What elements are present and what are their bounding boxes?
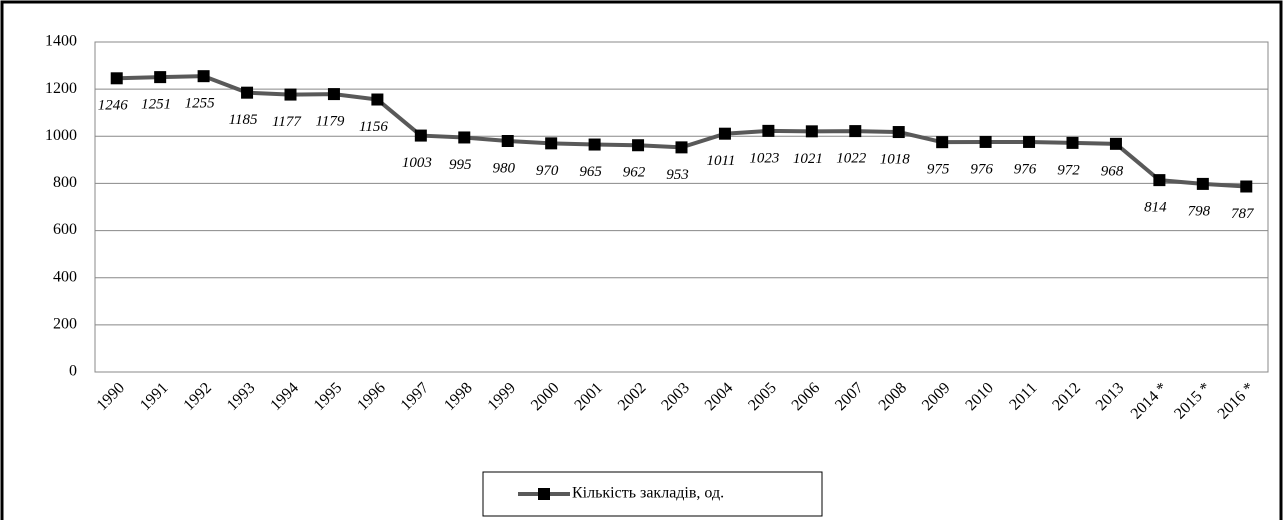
marker: [979, 135, 992, 148]
data-label: 1018: [880, 151, 911, 167]
y-tick-label: 1000: [45, 127, 77, 144]
x-tick-label: 2013: [1093, 379, 1128, 414]
x-tick-label: 1994: [267, 379, 302, 414]
y-tick-label: 1400: [45, 33, 77, 50]
x-tick-label: 1995: [311, 379, 346, 414]
data-label: 1251: [141, 97, 171, 113]
x-tick-label: 2014 *: [1128, 379, 1171, 422]
data-label: 787: [1231, 206, 1255, 222]
x-tick-label: 2015 *: [1171, 379, 1214, 422]
marker: [371, 93, 384, 106]
x-tick-label: 2011: [1006, 379, 1040, 413]
marker: [1109, 137, 1122, 150]
data-label: 968: [1101, 163, 1124, 179]
data-label: 965: [579, 164, 602, 180]
x-tick-label: 2016 *: [1215, 379, 1258, 422]
x-tick-label: 1997: [398, 379, 433, 414]
data-label: 980: [492, 160, 515, 176]
data-label: 1023: [749, 150, 779, 166]
x-tick-label: 2001: [571, 379, 606, 414]
data-label: 1255: [185, 96, 216, 112]
marker: [588, 138, 601, 151]
x-tick-label: 2007: [832, 379, 867, 414]
y-tick-label: 200: [53, 316, 77, 333]
marker: [849, 125, 862, 138]
x-tick-label: 2009: [919, 379, 954, 414]
marker: [1196, 177, 1209, 190]
x-tick-label: 1992: [180, 379, 215, 414]
x-tick-label: 2012: [1049, 379, 1084, 414]
data-label: 1021: [793, 151, 823, 167]
x-tick-label: 1996: [354, 379, 389, 414]
marker: [762, 124, 775, 137]
legend-marker: [538, 488, 550, 500]
marker: [197, 70, 210, 83]
marker: [154, 71, 167, 84]
x-tick-label: 2006: [789, 379, 824, 414]
data-label: 1011: [706, 153, 735, 169]
data-label: 814: [1144, 200, 1167, 216]
x-tick-label: 2005: [745, 379, 780, 414]
marker: [458, 131, 471, 144]
data-label: 798: [1188, 203, 1211, 219]
plot-area: [94, 41, 1269, 373]
marker: [1153, 174, 1166, 187]
y-tick-label: 1200: [45, 80, 77, 97]
x-tick-label: 2002: [615, 379, 650, 414]
data-label: 962: [623, 165, 646, 181]
marker: [632, 139, 645, 152]
data-label: 1022: [836, 151, 867, 167]
x-tick-label: 1999: [484, 379, 519, 414]
data-label: 1177: [272, 114, 302, 130]
x-tick-label: 2010: [962, 379, 997, 414]
data-label: 972: [1057, 162, 1080, 178]
data-label: 970: [536, 163, 559, 179]
y-tick-label: 400: [53, 268, 77, 285]
x-tick-label: 2008: [875, 379, 910, 414]
data-label: 1179: [315, 114, 344, 130]
marker: [675, 141, 688, 154]
marker: [805, 125, 818, 138]
marker: [892, 126, 905, 139]
marker: [718, 127, 731, 140]
data-label: 1246: [98, 98, 129, 114]
x-tick-label: 2003: [658, 379, 693, 414]
y-tick-label: 0: [69, 363, 77, 380]
marker: [110, 72, 123, 85]
marker: [936, 136, 949, 149]
data-label: 995: [449, 157, 472, 173]
x-tick-label: 2000: [528, 379, 563, 414]
marker: [1240, 180, 1253, 193]
x-tick-label: 1993: [224, 379, 259, 414]
data-label: 1185: [229, 112, 258, 128]
marker: [414, 129, 427, 142]
marker: [327, 88, 340, 101]
data-label: 1156: [359, 119, 388, 135]
y-tick-label: 600: [53, 221, 77, 238]
marker: [545, 137, 558, 150]
x-tick-label: 1991: [137, 379, 172, 414]
marker: [284, 88, 297, 101]
legend-label: Кількість закладів, од.: [572, 485, 724, 502]
x-tick-label: 2004: [702, 379, 737, 414]
data-label: 1003: [402, 155, 432, 171]
marker: [1023, 135, 1036, 148]
data-label: 953: [666, 167, 689, 183]
x-tick-label: 1990: [93, 379, 128, 414]
data-label: 975: [927, 162, 950, 178]
y-tick-label: 800: [53, 174, 77, 191]
marker: [501, 135, 514, 147]
data-label: 976: [1014, 161, 1037, 177]
x-tick-label: 1998: [441, 379, 476, 414]
marker: [1066, 136, 1079, 149]
marker: [241, 86, 254, 99]
data-label: 976: [970, 161, 993, 177]
